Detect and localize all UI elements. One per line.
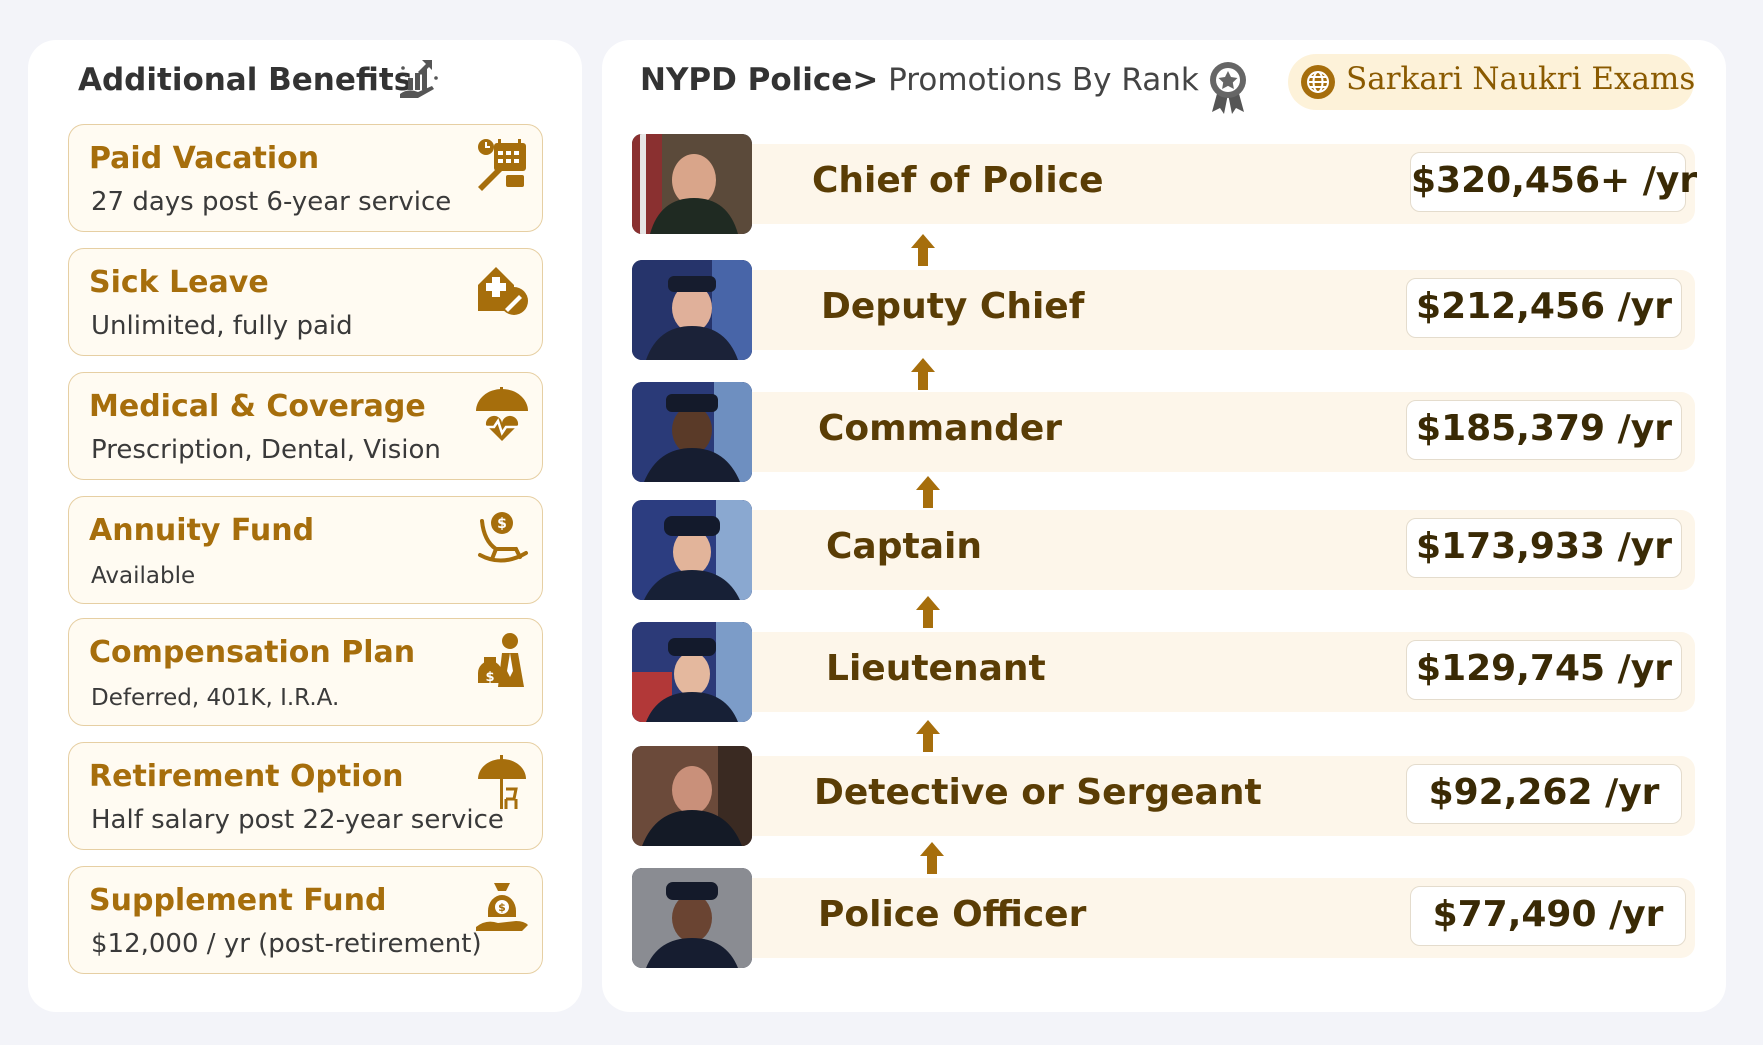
- arrow-up-icon: [916, 720, 940, 752]
- benefit-desc: Prescription, Dental, Vision: [91, 435, 441, 465]
- benefit-title: Annuity Fund: [89, 513, 315, 548]
- benefit-desc: Available: [91, 563, 196, 589]
- salary-box: $173,933 /yr: [1406, 518, 1682, 578]
- benefit-card-medical-coverage: Medical & Coverage Prescription, Dental,…: [68, 372, 543, 480]
- benefit-title: Supplement Fund: [89, 883, 387, 918]
- benefit-desc: Unlimited, fully paid: [91, 311, 353, 341]
- growth-chart-hand-icon: [400, 60, 438, 98]
- rank-name: Lieutenant: [826, 648, 1046, 689]
- benefit-desc: Deferred, 401K, I.R.A.: [91, 685, 340, 711]
- umbrella-heart-icon: [476, 387, 528, 441]
- promotions-title-separator: >: [852, 62, 879, 98]
- promotions-panel: NYPD Police> Promotions By Rank Sarkari …: [602, 40, 1726, 1012]
- money-bag-hand-icon: $: [476, 883, 528, 931]
- promotions-title: NYPD Police> Promotions By Rank: [640, 62, 1199, 98]
- salary-box: $92,262 /yr: [1406, 764, 1682, 824]
- salary-box: $77,490 /yr: [1410, 886, 1686, 946]
- arrow-up-icon: [911, 358, 935, 390]
- benefit-card-paid-vacation: Paid Vacation 27 days post 6-year servic…: [68, 124, 543, 232]
- rank-row-deputy-chief: Deputy Chief $212,456 /yr: [632, 260, 1695, 360]
- rank-row-commander: Commander $185,379 /yr: [632, 382, 1695, 482]
- vacation-calendar-icon: [478, 139, 526, 191]
- benefits-title: Additional Benefits: [78, 62, 413, 98]
- arrow-up-icon: [916, 476, 940, 508]
- money-bag-person-icon: $: [478, 633, 524, 687]
- benefit-title: Sick Leave: [89, 265, 269, 300]
- salary-box: $320,456+ /yr: [1410, 152, 1697, 212]
- benefit-card-annuity-fund: Annuity Fund Available $: [68, 496, 543, 604]
- hospital-thermometer-icon: [478, 267, 528, 315]
- arrow-up-icon: [920, 842, 944, 874]
- arrow-up-icon: [911, 234, 935, 266]
- benefit-title: Medical & Coverage: [89, 389, 426, 424]
- benefit-desc: $12,000 / yr (post-retirement): [91, 929, 482, 959]
- brand-name: Sarkari Naukri Exams: [1346, 61, 1696, 97]
- rank-name: Detective or Sergeant: [814, 772, 1262, 813]
- rank-photo: [632, 382, 752, 482]
- svg-text:$: $: [485, 670, 494, 685]
- benefit-desc: 27 days post 6-year service: [91, 187, 452, 217]
- rank-photo: [632, 746, 752, 846]
- brand-badge: Sarkari Naukri Exams: [1288, 54, 1696, 110]
- award-ribbon-icon: [1210, 62, 1246, 114]
- benefit-card-supplement-fund: Supplement Fund $12,000 / yr (post-retir…: [68, 866, 543, 974]
- benefit-desc: Half salary post 22-year service: [91, 805, 504, 835]
- rank-name: Chief of Police: [812, 160, 1104, 201]
- rank-row-police-officer: Police Officer $77,490 /yr: [632, 868, 1695, 968]
- benefits-panel: Additional Benefits Paid Vacation 27 day…: [28, 40, 582, 1012]
- rank-name: Commander: [818, 408, 1063, 449]
- beach-umbrella-chair-icon: [478, 755, 526, 809]
- benefit-title: Paid Vacation: [89, 141, 320, 176]
- promotions-title-main: NYPD Police: [640, 62, 853, 98]
- rank-name: Police Officer: [818, 894, 1087, 935]
- salary-box: $212,456 /yr: [1406, 278, 1682, 338]
- benefit-card-sick-leave: Sick Leave Unlimited, fully paid: [68, 248, 543, 356]
- benefit-title: Compensation Plan: [89, 635, 416, 670]
- benefit-card-retirement-option: Retirement Option Half salary post 22-ye…: [68, 742, 543, 850]
- rank-photo: [632, 260, 752, 360]
- salary-box: $129,745 /yr: [1406, 640, 1682, 700]
- svg-text:$: $: [497, 516, 507, 532]
- rocking-chair-coin-icon: $: [478, 512, 528, 563]
- rank-photo: [632, 134, 752, 234]
- rank-name: Captain: [826, 526, 982, 567]
- rank-photo: [632, 500, 752, 600]
- svg-text:$: $: [498, 901, 506, 914]
- promotions-title-sub: Promotions By Rank: [878, 62, 1199, 98]
- benefit-title: Retirement Option: [89, 759, 404, 794]
- rank-row-chief-of-police: Chief of Police $320,456+ /yr: [632, 134, 1697, 234]
- salary-box: $185,379 /yr: [1406, 400, 1682, 460]
- rank-name: Deputy Chief: [821, 286, 1085, 327]
- arrow-up-icon: [916, 596, 940, 628]
- rank-row-detective-or-sergeant: Detective or Sergeant $92,262 /yr: [632, 746, 1695, 846]
- rank-row-captain: Captain $173,933 /yr: [632, 500, 1695, 600]
- globe-icon: [1301, 65, 1335, 99]
- rank-photo: [632, 868, 752, 968]
- rank-row-lieutenant: Lieutenant $129,745 /yr: [632, 622, 1695, 722]
- rank-photo: [632, 622, 752, 722]
- benefit-card-compensation-plan: Compensation Plan Deferred, 401K, I.R.A.…: [68, 618, 543, 726]
